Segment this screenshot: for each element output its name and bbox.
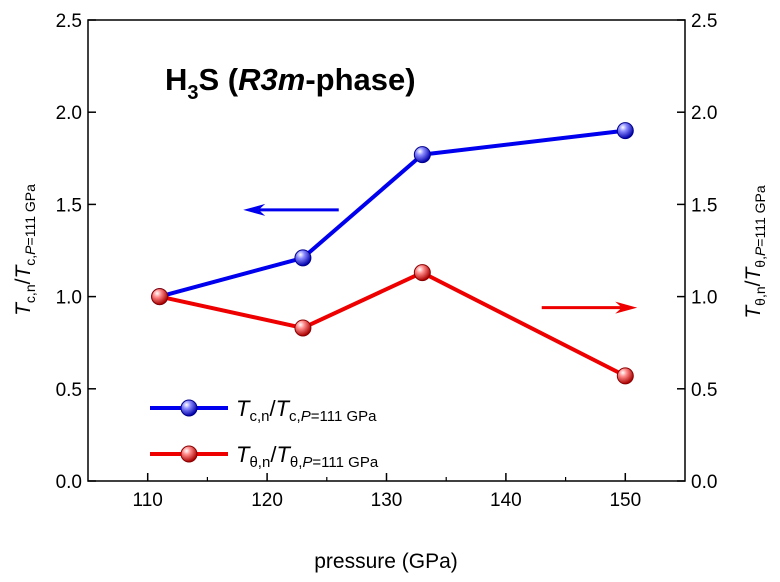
x-tick-label-0: 110	[133, 490, 163, 511]
x-tick-label-2: 130	[371, 490, 403, 511]
left-y-tick-label-5: 2.5	[56, 11, 82, 32]
series-points	[151, 122, 634, 385]
legend-label-2: Tθ,n/Tθ,P=111 GPa	[236, 442, 379, 471]
legend-label-1: Tc,n/Tc,P=111 GPa	[236, 396, 377, 425]
right-y-tick-label-0: 0.0	[691, 472, 717, 493]
left-y-tick-label-1: 0.5	[56, 380, 82, 401]
left-y-tick-label-0: 0.0	[56, 472, 82, 493]
x-tick-label-4: 150	[609, 490, 641, 511]
right-y-tick-label-2: 1.0	[691, 288, 717, 309]
panel-title: H3S (R3m-phase)	[165, 62, 416, 104]
right-y-tick-label-5: 2.5	[691, 11, 717, 32]
series-2-point-3	[616, 367, 634, 385]
legend: Tc,n/Tc,P=111 GPa Tθ,n/Tθ,P=111 GPa	[150, 396, 379, 471]
arrow-head-2	[615, 301, 638, 314]
right-y-tick-label-1: 0.5	[691, 380, 717, 401]
series-1-point-3	[616, 122, 634, 140]
axis-ticks: 110 120 130 140 150 0.0 0.0 0.5 0.5 1.0 1.0 1.5 1.5 2…	[56, 11, 718, 511]
series-2-point-0	[151, 288, 169, 306]
right-y-axis-title: Tθ,n/Tθ,P=111 GPa	[742, 185, 768, 319]
right-y-tick-label-4: 2.0	[691, 103, 717, 124]
legend-swatch-marker-1	[180, 399, 198, 417]
series-1-point-2	[413, 146, 431, 164]
series-1-point-1	[294, 249, 312, 267]
arrow-head-1	[243, 203, 266, 216]
series-2-point-2	[413, 264, 431, 282]
direction-arrows	[243, 203, 638, 314]
series-line-2	[159, 270, 627, 378]
left-y-tick-label-4: 2.0	[56, 103, 82, 124]
left-y-tick-label-3: 1.5	[56, 195, 82, 216]
right-y-tick-label-3: 1.5	[691, 195, 717, 216]
left-y-tick-label-2: 1.0	[56, 288, 82, 309]
left-y-axis-title: Tc,n/Tc,P=111 GPa	[12, 184, 38, 316]
x-tick-label-3: 140	[490, 490, 522, 511]
series-2-point-1	[294, 319, 312, 337]
x-axis-title: pressure (GPa)	[314, 550, 458, 573]
series-lines	[159, 128, 627, 378]
legend-swatch-marker-2	[180, 445, 198, 463]
series-line-1	[159, 128, 626, 299]
x-tick-label-1: 120	[251, 490, 283, 511]
